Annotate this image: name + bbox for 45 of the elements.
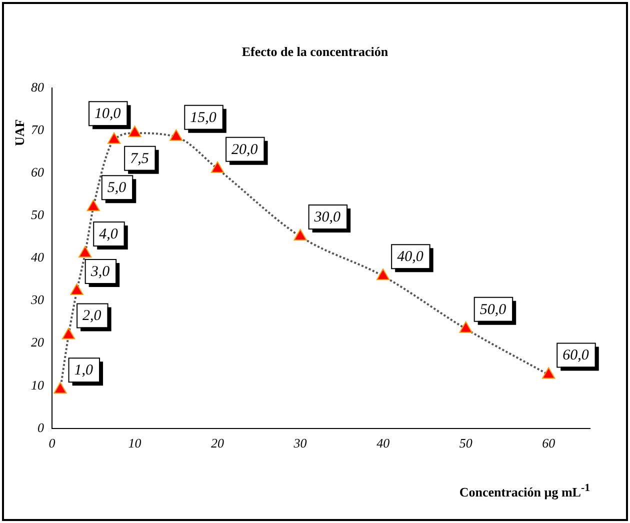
annotation: 20,0 [232,142,258,158]
y-tick-label: 30 [30,292,44,308]
point [86,200,100,212]
annotation: 60,0 [562,348,590,364]
point [210,161,224,173]
annotation: 40,0 [397,249,424,266]
x-tick-label: 0 [48,436,56,451]
x-axis-title: Concentración µg mL$^{-1}$ [459,482,590,500]
point [294,229,307,240]
y-tick-label: 0 [38,420,44,435]
annotation: 5,0 [107,180,127,196]
point [62,328,76,340]
y-tick-label: 60 [31,164,44,180]
point [128,126,142,138]
chart-title: Efecto de la concentración [240,44,390,60]
x-tick-label: 40 [376,436,390,451]
y-axis-title: UAF [12,118,28,146]
y-tick-label: 10 [31,377,44,392]
y-tick-label: 40 [31,250,44,265]
y-tick-label: 70 [31,122,44,137]
x-tick-label: 20 [211,436,225,451]
annotation: 2,0 [82,308,102,324]
annotation: 50,0 [480,302,507,318]
x-tick-label: 30 [292,436,308,451]
annotation: 4,0 [99,226,118,242]
point [459,321,472,333]
y-tick-label: 80 [31,79,44,94]
annotation: 30,0 [313,209,342,226]
point [170,129,183,141]
x-tick-label: 10 [128,436,142,451]
point [78,246,92,258]
point [54,382,67,394]
y-tick-label: 50 [31,207,44,222]
point [376,268,390,280]
annotation: 1,0 [74,362,94,379]
y-tick-label: 20 [31,334,44,350]
point [70,283,84,295]
x-tick-label: 50 [459,436,473,451]
point [108,132,121,144]
point [542,367,556,379]
annotation: 3,0 [90,264,110,280]
annotation: 10,0 [94,106,122,122]
x-tick-label: 60 [542,436,556,451]
annotation: 7,5 [130,150,150,167]
annotation: 15,0 [190,110,217,126]
